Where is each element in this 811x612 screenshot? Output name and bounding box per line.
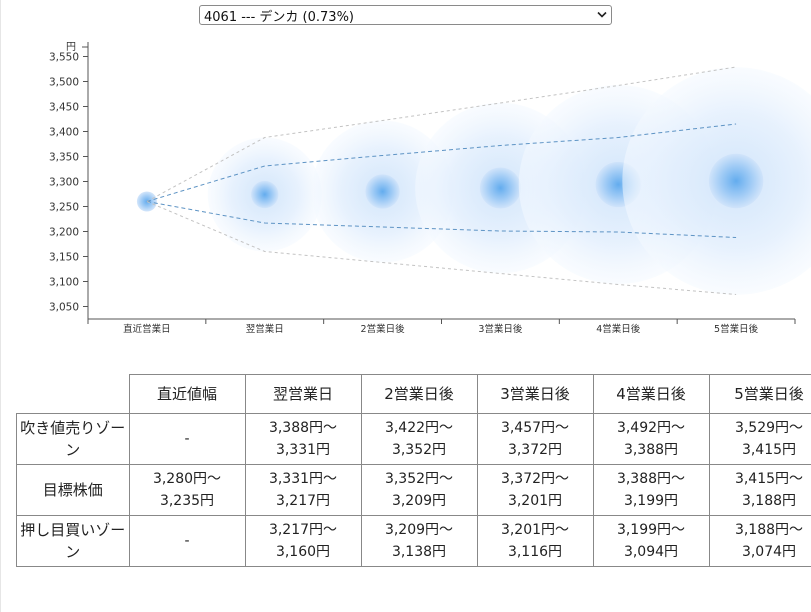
y-tick-label: 3,500 <box>49 77 79 89</box>
y-tick-label: 3,150 <box>49 252 79 264</box>
table-cell: 3,352円〜 3,209円 <box>360 464 478 516</box>
table-row: 押し目買いゾーン - 3,217円〜 3,160円 3,209円〜 3,138円 3,201… <box>16 515 811 567</box>
inner-bubble <box>708 153 764 209</box>
chevron-down-icon <box>593 11 611 19</box>
cell-value-upper: 3,492円〜 <box>616 420 686 436</box>
cell-value-lower: 3,074円 <box>741 544 797 560</box>
stock-select[interactable]: 4061 --- デンカ (0.73%) <box>199 5 612 25</box>
cell-value-upper: 3,217円〜 <box>268 522 338 538</box>
cell-value-lower: 3,217円 <box>275 493 331 509</box>
cell-value-upper: 3,352円〜 <box>384 471 454 487</box>
series-line-2 <box>146 123 737 202</box>
table-cell: 3,372円〜 3,201円 <box>476 464 594 516</box>
x-tick-label: 翌営業日 <box>246 323 284 335</box>
bubble-layer <box>136 67 811 295</box>
table-header-row: 直近値幅 翌営業日 2営業日後 3営業日後 4営業日後 5営業日後 <box>16 374 811 414</box>
table-corner <box>16 374 130 414</box>
cell-value-upper: 3,457円〜 <box>500 420 570 436</box>
y-tick-label: 3,100 <box>49 277 79 289</box>
y-tick-label: 3,200 <box>49 227 79 239</box>
x-tick-label: 4営業日後 <box>596 323 641 335</box>
y-tick-label: 3,550 <box>49 52 79 64</box>
zones-table: 直近値幅 翌営業日 2営業日後 3営業日後 4営業日後 5営業日後 吹き値売りゾーン - 3,… <box>16 374 811 567</box>
y-tick-label: 3,350 <box>49 152 79 164</box>
column-header: 直近値幅 <box>128 374 246 414</box>
cell-value-lower: 3,209円 <box>391 493 447 509</box>
cell-value-upper: 3,280円〜 <box>152 471 222 487</box>
table-cell: 3,280円〜 3,235円 <box>128 464 246 516</box>
y-tick-label: 3,450 <box>49 102 79 114</box>
x-tick-label: 直近営業日 <box>123 323 171 335</box>
row-label: 吹き値売りゾーン <box>16 413 130 465</box>
column-header: 翌営業日 <box>244 374 362 414</box>
row-label: 目標株価 <box>16 464 130 516</box>
cell-value-upper: 3,415円〜 <box>734 471 804 487</box>
cell-value-lower: 3,188円 <box>741 493 797 509</box>
bubble-range-chart: 円 3,050 3,100 3,150 3,200 3,250 3,300 3,350 3,40… <box>49 42 811 335</box>
cell-value-lower: 3,352円 <box>391 442 447 458</box>
inner-bubble <box>479 167 521 209</box>
cell-value-upper: 3,201円〜 <box>500 522 570 538</box>
cell-value-upper: - <box>184 533 190 549</box>
stock-select-value: 4061 --- デンカ (0.73%) <box>204 9 354 25</box>
y-axis-label: 円 <box>66 42 76 53</box>
cell-value-lower: 3,388円 <box>623 442 679 458</box>
cell-value-upper: - <box>184 431 190 447</box>
inner-bubble <box>251 180 279 209</box>
table-cell: 3,388円〜 3,199円 <box>592 464 710 516</box>
cell-value-lower: 3,094円 <box>623 544 679 560</box>
table-row: 目標株価 3,280円〜 3,235円 3,331円〜 3,217円 3,352円〜 3,2… <box>16 464 811 516</box>
table-cell: 3,492円〜 3,388円 <box>592 413 710 465</box>
cell-value-lower: 3,201円 <box>507 493 563 509</box>
table-cell: 3,529円〜 3,415円 <box>708 413 811 465</box>
table-cell: 3,201円〜 3,116円 <box>476 515 594 567</box>
x-tick-label: 5営業日後 <box>714 323 759 335</box>
table-cell: 3,199円〜 3,094円 <box>592 515 710 567</box>
column-header: 5営業日後 <box>708 374 811 414</box>
cell-value-upper: 3,209円〜 <box>384 522 454 538</box>
cell-value-lower: 3,372円 <box>507 442 563 458</box>
table-row: 吹き値売りゾーン - 3,388円〜 3,331円 3,422円〜 3,352円 3,457… <box>16 413 811 465</box>
column-header: 2営業日後 <box>360 374 478 414</box>
table-cell: 3,217円〜 3,160円 <box>244 515 362 567</box>
table-cell: 3,188円〜 3,074円 <box>708 515 811 567</box>
cell-value-upper: 3,422円〜 <box>384 420 454 436</box>
cell-value-upper: 3,388円〜 <box>616 471 686 487</box>
table-cell: 3,209円〜 3,138円 <box>360 515 478 567</box>
table-cell: 3,388円〜 3,331円 <box>244 413 362 465</box>
cell-value-lower: 3,138円 <box>391 544 447 560</box>
table-cell: 3,415円〜 3,188円 <box>708 464 811 516</box>
row-label: 押し目買いゾーン <box>16 515 130 567</box>
page-edge <box>0 0 1 612</box>
cell-value-upper: 3,372円〜 <box>500 471 570 487</box>
table-cell: 3,457円〜 3,372円 <box>476 413 594 465</box>
y-tick-label: 3,300 <box>49 177 79 189</box>
column-header: 4営業日後 <box>592 374 710 414</box>
cell-value-lower: 3,116円 <box>507 544 563 560</box>
table-cell: - <box>128 515 246 567</box>
cell-value-upper: 3,199円〜 <box>616 522 686 538</box>
table-cell: - <box>128 413 246 465</box>
series-line-3 <box>146 201 737 238</box>
inner-bubble <box>365 174 400 209</box>
y-tick-label: 3,250 <box>49 202 79 214</box>
cell-value-upper: 3,331円〜 <box>268 471 338 487</box>
cell-value-upper: 3,388円〜 <box>268 420 338 436</box>
x-tick-label: 3営業日後 <box>478 323 523 335</box>
cell-value-upper: 3,529円〜 <box>734 420 804 436</box>
cell-value-lower: 3,235円 <box>159 493 215 509</box>
y-tick-label: 3,400 <box>49 127 79 139</box>
series-line-1 <box>146 66 737 202</box>
cell-value-lower: 3,331円 <box>275 442 331 458</box>
cell-value-lower: 3,199円 <box>623 493 679 509</box>
cell-value-upper: 3,188円〜 <box>734 522 804 538</box>
x-tick-label: 2営業日後 <box>361 323 406 335</box>
table-cell: 3,422円〜 3,352円 <box>360 413 478 465</box>
table-body: 吹き値売りゾーン - 3,388円〜 3,331円 3,422円〜 3,352円 3,457… <box>16 413 811 567</box>
column-header: 3営業日後 <box>476 374 594 414</box>
cell-value-lower: 3,160円 <box>275 544 331 560</box>
table-cell: 3,331円〜 3,217円 <box>244 464 362 516</box>
cell-value-lower: 3,415円 <box>741 442 797 458</box>
y-tick-label: 3,050 <box>49 302 79 314</box>
